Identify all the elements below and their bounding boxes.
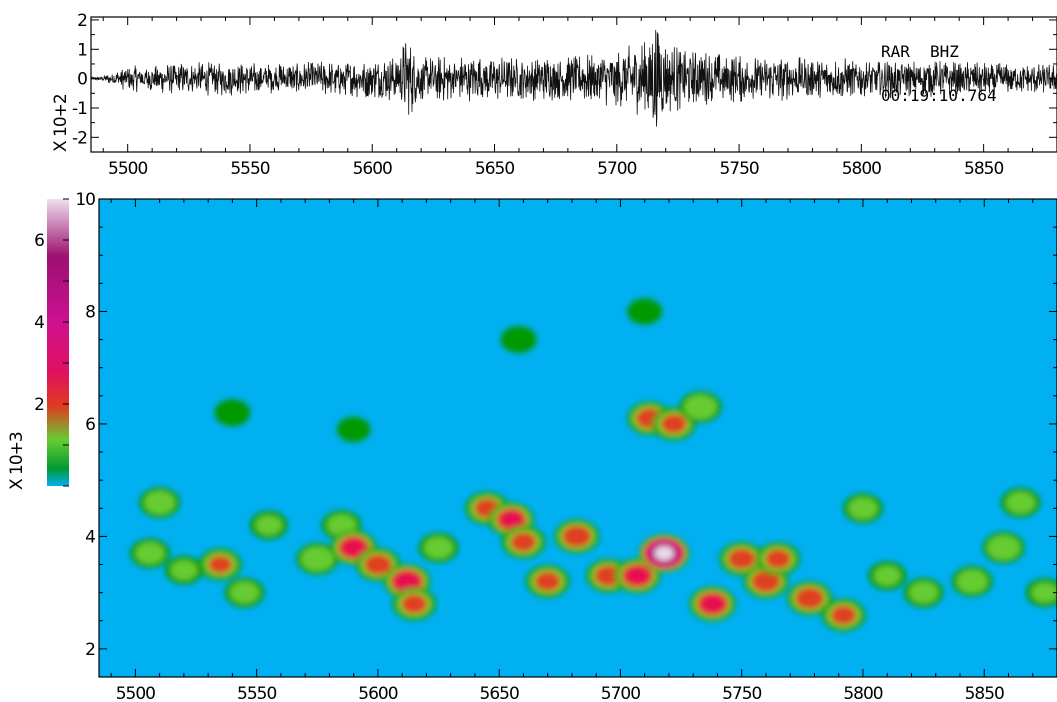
seismogram-x-axis: 5500 5550 5600 5650 5700 5750 5800 5850 <box>102 17 1057 179</box>
spectrogram-cell <box>214 399 251 427</box>
spectrogram-cell <box>401 594 428 614</box>
spectrogram-cell <box>1031 582 1057 603</box>
seismogram-x-tick-label: 5500 <box>108 159 147 179</box>
spectrogram-cell <box>627 298 663 325</box>
colorbar-multiplier-label: X 10+3 <box>7 432 27 490</box>
spectrogram-y-tick-label: 4 <box>85 527 95 547</box>
spectrogram-cell <box>1005 491 1036 514</box>
spectrogram-cell <box>336 416 371 443</box>
spectrogram-y-tick-label: 8 <box>85 302 95 322</box>
station-label: RAR <box>881 42 910 61</box>
spectrogram-cell <box>135 542 165 565</box>
spectrogram-cell <box>830 605 857 625</box>
colorbar-tick-label: 2 <box>34 395 44 415</box>
seismogram-waveform <box>90 29 1057 127</box>
spectrogram-cell <box>510 532 537 552</box>
spectrogram-cell <box>500 326 537 354</box>
spectrogram-cell <box>625 566 650 585</box>
spectrogram-cell <box>423 536 454 559</box>
spectrogram-cell <box>594 565 623 587</box>
colorbar-gradient <box>47 199 69 486</box>
spectrogram-cell <box>654 545 674 561</box>
spectrogram-cell <box>170 560 198 581</box>
spectrogram-x-tick-label: 5850 <box>965 684 1004 702</box>
spectrogram-cell <box>908 581 939 604</box>
seismogram-frame <box>90 16 1057 153</box>
spectrogram-blobs <box>130 298 1057 632</box>
spectrogram-cell <box>300 546 334 572</box>
seismogram-y-tick-label: 2 <box>77 11 87 31</box>
spectrogram-cell <box>700 594 725 613</box>
seismogram-x-tick-label: 5850 <box>964 159 1003 179</box>
spectrogram-cell <box>727 548 756 570</box>
seismogram-y-tick-label: 1 <box>77 40 87 60</box>
spectrogram-cell <box>765 549 792 569</box>
spectrogram-cell <box>987 535 1021 561</box>
spectrogram-cell <box>326 514 357 537</box>
spectrogram-x-tick-label: 5600 <box>358 684 397 702</box>
spectrogram-y-tick-label: 2 <box>85 640 95 660</box>
seismogram-x-tick-label: 5700 <box>597 159 636 179</box>
spectrogram-cell <box>873 565 901 586</box>
spectrogram-y-tick-label: 10 <box>75 190 95 210</box>
colorbar-tick-label: 4 <box>34 313 44 333</box>
time-label: 00:19:10.764 <box>881 86 997 105</box>
spectrogram-cell <box>208 555 233 574</box>
seismogram-multiplier-label: X 10+2 <box>51 94 71 152</box>
colorbar: 2 4 6 X 10+3 <box>7 198 69 490</box>
spectrogram-cell <box>364 554 392 575</box>
seismogram-trace <box>90 29 1057 127</box>
spectrogram-cell <box>341 538 366 557</box>
spectrogram-cell <box>683 394 718 420</box>
spectrogram-x-tick-label: 5700 <box>601 684 640 702</box>
colorbar-tick-label: 6 <box>34 231 44 251</box>
colorbar-axis: 2 4 6 <box>34 198 69 487</box>
spectrogram-cell <box>956 569 988 594</box>
spectrogram-cells <box>130 298 1057 632</box>
spectrogram-x-axis: 5500 5550 5600 5650 5700 5750 5800 5850 <box>110 199 1057 702</box>
spectrogram-cell <box>794 587 825 610</box>
seismogram-x-tick-label: 5800 <box>842 159 881 179</box>
spectrogram-x-tick-label: 5800 <box>843 684 882 702</box>
spectrogram-frame <box>98 198 1057 678</box>
spectrogram-x-tick-label: 5750 <box>722 684 761 702</box>
seismogram-x-tick-label: 5600 <box>353 159 392 179</box>
spectrogram-cell <box>534 571 561 592</box>
seismogram-y-axis: -2 -1 0 1 2 <box>72 11 1057 148</box>
seismogram-x-tick-label: 5750 <box>719 159 758 179</box>
spectrogram-cell <box>660 414 687 434</box>
seismogram-y-tick-label: -2 <box>72 128 87 148</box>
spectrogram-cell <box>143 490 176 515</box>
spectrogram-cell <box>229 581 260 604</box>
spectrogram-panel: 5500 5550 5600 5650 5700 5750 5800 5850 2 4 6 8 10 <box>75 190 1057 702</box>
spectrogram-x-tick-label: 5650 <box>480 684 519 702</box>
channel-label: BHZ <box>930 42 959 61</box>
spectrogram-x-tick-label: 5500 <box>116 684 155 702</box>
seismogram-panel: 5500 5550 5600 5650 5700 5750 5800 5850 -2 -1 0 1 2… <box>51 11 1057 179</box>
spectrogram-cell <box>751 570 781 593</box>
spectrogram-cell <box>562 525 592 548</box>
seismogram-x-tick-label: 5650 <box>475 159 514 179</box>
seismogram-y-tick-label: -1 <box>72 99 87 119</box>
spectrogram-y-axis: 2 4 6 8 10 <box>75 190 1057 660</box>
seismogram-y-tick-label: 0 <box>77 70 87 90</box>
spectrogram-x-tick-label: 5550 <box>237 684 276 702</box>
spectrogram-cell <box>394 571 420 592</box>
spectrogram-cell <box>255 515 283 536</box>
spectrogram-y-tick-label: 6 <box>85 415 95 435</box>
seismogram-x-tick-label: 5550 <box>230 159 269 179</box>
spectrogram-cell <box>848 497 878 520</box>
spectrogram-cell <box>500 511 523 528</box>
